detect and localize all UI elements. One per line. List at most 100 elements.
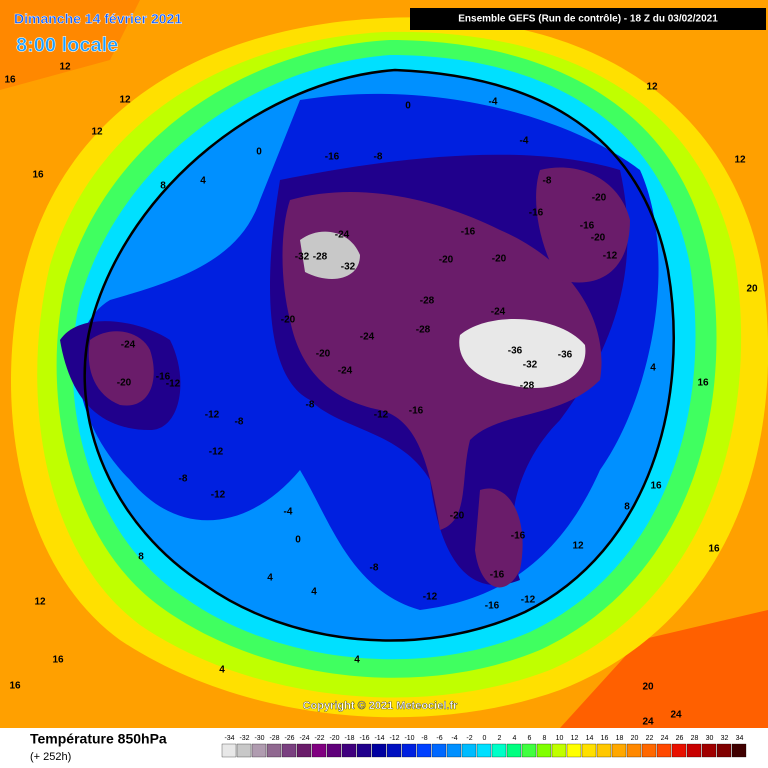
colorbar-swatch bbox=[386, 743, 402, 758]
contour-label: 20 bbox=[746, 284, 758, 295]
contour-label: 16 bbox=[4, 75, 16, 86]
contour-label: -24 bbox=[491, 307, 506, 318]
run-box bbox=[410, 8, 766, 30]
colorbar-tick-label: -18 bbox=[344, 735, 354, 742]
colorbar-tick-label: -20 bbox=[329, 735, 339, 742]
colorbar-swatch bbox=[326, 743, 342, 758]
colorbar-swatch bbox=[416, 743, 432, 758]
colorbar-swatch bbox=[551, 743, 567, 758]
contour-label: -32 bbox=[295, 252, 310, 263]
colorbar-swatch bbox=[476, 743, 492, 758]
colorbar-tick-label: 2 bbox=[498, 735, 502, 742]
contour-label: -12 bbox=[521, 595, 536, 606]
contour-label: 12 bbox=[59, 62, 71, 73]
contour-label: 8 bbox=[138, 552, 144, 563]
colorbar-swatch bbox=[731, 743, 747, 758]
colorbar-swatch bbox=[596, 743, 612, 758]
contour-label: -16 bbox=[490, 570, 505, 581]
contour-label: -8 bbox=[374, 152, 383, 163]
contour-label: 12 bbox=[646, 82, 658, 93]
colorbar-swatch bbox=[371, 743, 387, 758]
colorbar-swatch bbox=[641, 743, 657, 758]
colorbar-tick-label: 10 bbox=[556, 735, 564, 742]
colorbar-tick-label: -22 bbox=[314, 735, 324, 742]
contour-label: -4 bbox=[520, 136, 529, 147]
colorbar-swatch bbox=[716, 743, 732, 758]
contour-label: -20 bbox=[492, 254, 507, 265]
contour-label: -8 bbox=[543, 176, 552, 187]
colorbar-tick-label: 26 bbox=[676, 735, 684, 742]
contour-label: -20 bbox=[117, 378, 132, 389]
colorbar-tick-label: 8 bbox=[543, 735, 547, 742]
contour-label: 16 bbox=[52, 655, 64, 666]
contour-label: 12 bbox=[572, 541, 584, 552]
contour-label: 4 bbox=[267, 573, 273, 584]
contour-label: -20 bbox=[281, 315, 296, 326]
contour-label: -8 bbox=[179, 474, 188, 485]
contour-label: 12 bbox=[91, 127, 103, 138]
colorbar-swatch bbox=[506, 743, 522, 758]
contour-label: 20 bbox=[642, 682, 654, 693]
colorbar-swatch bbox=[341, 743, 357, 758]
contour-label: -16 bbox=[485, 601, 500, 612]
colorbar-swatch bbox=[236, 743, 252, 758]
contour-label: 12 bbox=[34, 597, 46, 608]
contour-label: -28 bbox=[416, 325, 431, 336]
contour-label: 4 bbox=[219, 665, 225, 676]
contour-label: -16 bbox=[580, 221, 595, 232]
colorbar-swatch bbox=[686, 743, 702, 758]
contour-label: -20 bbox=[592, 193, 607, 204]
colorbar-swatch bbox=[311, 743, 327, 758]
contour-label: -28 bbox=[313, 252, 328, 263]
colorbar-tick-label: 0 bbox=[483, 735, 487, 742]
colorbar-tick-label: -24 bbox=[299, 735, 309, 742]
contour-label: -28 bbox=[520, 381, 535, 392]
contour-label: 4 bbox=[354, 655, 360, 666]
contour-label: 0 bbox=[405, 101, 411, 112]
colorbar: -34 -32 -30 -28 -26 -24 -22 -20 -18 -16 -14 -12 -10-… bbox=[221, 735, 747, 758]
colorbar-swatch bbox=[251, 743, 267, 758]
colorbar-swatch bbox=[266, 743, 282, 758]
colorbar-swatch bbox=[446, 743, 462, 758]
contour-label: -20 bbox=[439, 255, 454, 266]
contour-label: -12 bbox=[603, 251, 618, 262]
colorbar-swatch bbox=[281, 743, 297, 758]
colorbar-tick-label: 30 bbox=[706, 735, 714, 742]
contour-label: -12 bbox=[211, 490, 226, 501]
contour-label: -28 bbox=[420, 296, 435, 307]
colorbar-tick-label: -32 bbox=[239, 735, 249, 742]
contour-label: -12 bbox=[423, 592, 438, 603]
contour-label: -20 bbox=[591, 233, 606, 244]
colorbar-tick-label: -26 bbox=[284, 735, 294, 742]
temperature-field bbox=[0, 0, 768, 728]
colorbar-tick-label: -6 bbox=[436, 735, 442, 742]
contour-label: 16 bbox=[697, 378, 709, 389]
run-info: Ensemble GEFS (Run de contrôle) - 18 Z d… bbox=[458, 14, 718, 25]
colorbar-swatch bbox=[431, 743, 447, 758]
colorbar-tick-label: -34 bbox=[224, 735, 234, 742]
contour-label: -24 bbox=[360, 332, 375, 343]
contour-label: 4 bbox=[200, 176, 206, 187]
colorbar-swatch bbox=[521, 743, 537, 758]
contour-label: 24 bbox=[670, 710, 682, 721]
contour-label: 0 bbox=[295, 535, 301, 546]
contour-label: 12 bbox=[119, 95, 131, 106]
colorbar-swatch bbox=[356, 743, 372, 758]
legend-lead: (+ 252h) bbox=[30, 751, 71, 763]
legend-title: Température 850hPa bbox=[30, 731, 167, 747]
contour-label: -16 bbox=[325, 152, 340, 163]
colorbar-swatch bbox=[671, 743, 687, 758]
colorbar-tick-label: 24 bbox=[661, 735, 669, 742]
colorbar-tick-label: -28 bbox=[269, 735, 279, 742]
contour-label: 4 bbox=[311, 587, 317, 598]
contour-label: -8 bbox=[306, 400, 315, 411]
colorbar-tick-label: 6 bbox=[528, 735, 532, 742]
contour-label: -24 bbox=[338, 366, 353, 377]
colorbar-tick-label: -4 bbox=[451, 735, 457, 742]
colorbar-tick-label: -8 bbox=[421, 735, 427, 742]
colorbar-tick-label: -16 bbox=[359, 735, 369, 742]
colorbar-tick-label: -12 bbox=[389, 735, 399, 742]
contour-label: -12 bbox=[205, 410, 220, 421]
